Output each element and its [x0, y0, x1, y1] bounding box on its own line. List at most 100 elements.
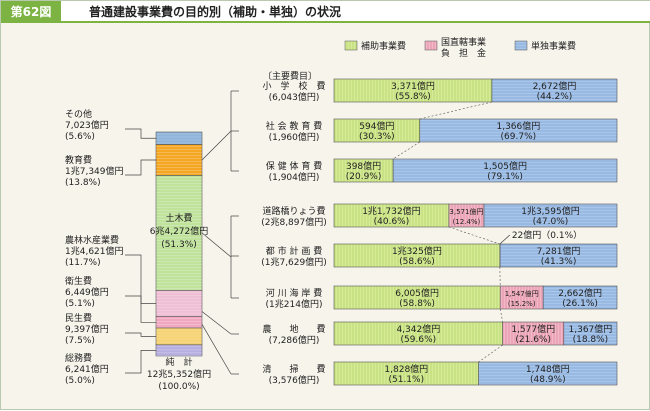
bar-value-label: 3,371億円: [391, 80, 435, 92]
bar-value-label: 1兆325億円: [392, 245, 442, 257]
bar-value-label: 1,366億円: [496, 120, 540, 132]
category-name-0: 小 学 校 費: [262, 80, 325, 92]
category-name-2: 保 健 体 育 費: [266, 160, 322, 172]
total-segment-3: [156, 290, 202, 316]
bar-pct-label: (12.4%): [453, 218, 481, 226]
bar-value-label: 1,367億円: [569, 323, 613, 335]
total-annotation-value: 6,241億円: [65, 363, 109, 375]
total-stack-group: 土木費6兆4,272億円(51.3%)その他7,023億円(5.6%)教育費1兆…: [65, 91, 239, 392]
bar-pct-label: (20.9%): [346, 172, 382, 182]
group-connector-line: [202, 233, 231, 257]
guide-dashed-line: [479, 345, 503, 362]
legend-label-1: 負 担 金: [441, 47, 486, 59]
bar-value-label: 1兆1,732億円: [362, 205, 421, 217]
bar-pct-label: (69.7%): [501, 132, 537, 142]
annotation-leader-line: [125, 129, 156, 138]
legend-label-2: 単独事業費: [531, 40, 576, 52]
bar-pct-label: (15.2%): [508, 300, 536, 308]
group-connector-line: [202, 131, 231, 160]
guide-dashed-line: [393, 142, 420, 159]
category-bars-group: 〔主要費目〕小 学 校 費(6,043億円) 3,371億円(55.8%) 2,67…: [261, 70, 617, 386]
total-annotation-pct: (5.1%): [65, 299, 95, 309]
bar-value-label: 2,672億円: [533, 80, 577, 92]
legend-label-1: 国直轄事業: [441, 36, 486, 48]
bar-value-label: 594億円: [359, 120, 394, 132]
category-total-0: (6,043億円): [269, 91, 320, 103]
bar-value-label: 1兆3,595億円: [521, 205, 580, 217]
bar-pct-label: (18.8%): [573, 335, 609, 345]
total-segment-value: 6兆4,272億円: [150, 225, 209, 237]
total-segment-pct: (51.3%): [161, 240, 197, 250]
bar-pct-label: (40.6%): [374, 217, 410, 227]
legend-swatch-0: [345, 41, 357, 50]
bar-pct-label: (51.1%): [388, 375, 424, 385]
category-total-3: (2兆8,897億円): [261, 216, 327, 228]
bar-pct-label: (58.8%): [399, 299, 435, 309]
total-annotation-value: 1兆7,349億円: [65, 165, 124, 177]
bar-value-label: 1,748億円: [526, 363, 570, 375]
total-annotation-name: 衛生費: [65, 275, 92, 287]
total-annotation-name: 教育費: [65, 154, 92, 166]
category-name-7: 清 掃 費: [262, 363, 325, 375]
total-annotation-pct: (5.6%): [65, 132, 95, 142]
total-annotation-value: 1兆4,621億円: [65, 245, 124, 257]
category-total-1: (1,960億円): [269, 131, 320, 143]
bar-pct-label: (58.6%): [399, 257, 435, 267]
total-annotation-name: 農林水産業費: [65, 234, 119, 246]
group-connector-line: [202, 324, 231, 374]
bar-value-label: 398億円: [346, 160, 381, 172]
total-annotation-value: 6,449億円: [65, 286, 109, 298]
total-annotation-value: 9,397億円: [65, 323, 109, 335]
bar-value-label: 1,547億円: [505, 289, 539, 298]
bar-value-label: 4,342億円: [396, 323, 440, 335]
bar-pct-label: (21.6%): [515, 335, 551, 345]
group-connector-line: [202, 311, 231, 334]
total-annotation-name: 総務費: [65, 352, 92, 364]
category-total-4: (1兆7,629億円): [261, 256, 327, 268]
bar-pct-label: (44.2%): [537, 92, 573, 102]
bar-pct-label: (48.9%): [530, 375, 566, 385]
category-name-1: 社 会 教 育 費: [266, 120, 322, 132]
bar-callout-line: [500, 235, 510, 244]
legend-swatch-2: [515, 41, 527, 50]
legend-swatch-1: [425, 41, 437, 50]
bar-callout-label: 22億円（0.1%）: [512, 229, 582, 241]
bar-pct-label: (79.1%): [487, 172, 523, 182]
total-annotation-pct: (5.0%): [65, 376, 95, 386]
legend-label-0: 補助事業費: [361, 40, 406, 52]
total-pct: (100.0%): [158, 382, 199, 392]
annotation-leader-line: [125, 160, 156, 175]
category-total-6: (7,286億円): [269, 334, 320, 346]
bar-value-label: 7,281億円: [537, 245, 581, 257]
guide-dashed-line: [500, 309, 502, 322]
bar-value-label: 2,662億円: [558, 287, 602, 299]
bar-pct-label: (59.6%): [401, 335, 437, 345]
total-value: 12兆5,352億円: [147, 368, 211, 380]
category-name-4: 都 市 計 画 費: [266, 245, 322, 257]
total-label: 純 計: [165, 356, 192, 368]
bar-value-label: 1,577億円: [511, 323, 555, 335]
bar-pct-label: (30.3%): [359, 132, 395, 142]
bar-value-label: 1,828億円: [384, 363, 428, 375]
total-segment-label: 土木費: [165, 212, 192, 224]
guide-dashed-line: [449, 227, 500, 244]
bar-value-label: 6,005億円: [395, 287, 439, 299]
bar-pct-label: (41.3%): [541, 257, 577, 267]
total-annotation-name: 民生費: [65, 312, 92, 324]
annotation-leader-line: [125, 296, 156, 322]
category-name-5: 河 川 海 岸 費: [266, 287, 322, 299]
total-segment-6: [156, 345, 202, 356]
category-total-5: (1兆214億円): [266, 298, 323, 310]
category-name-3: 道路橋りょう費: [262, 205, 325, 217]
total-annotation-value: 7,023億円: [65, 119, 109, 131]
category-name-6: 農 地 費: [262, 323, 325, 335]
section-label: 〔主要費目〕: [263, 70, 317, 82]
category-total-7: (3,576億円): [269, 374, 320, 386]
category-total-2: (1,904億円): [269, 171, 320, 183]
bar-value-label: 1,505億円: [483, 160, 527, 172]
bar-pct-label: (55.8%): [395, 92, 431, 102]
bar-value-label: 3,571億円: [449, 207, 483, 216]
